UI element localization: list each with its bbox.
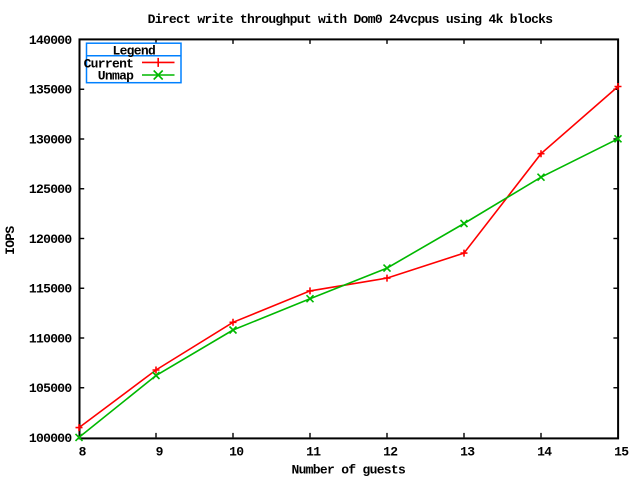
- svg-text:10: 10: [229, 445, 244, 460]
- svg-text:105000: 105000: [29, 381, 73, 396]
- svg-text:125000: 125000: [29, 182, 73, 197]
- svg-text:15: 15: [614, 445, 629, 460]
- svg-text:9: 9: [156, 445, 164, 460]
- svg-text:100000: 100000: [29, 431, 73, 446]
- svg-text:12: 12: [383, 445, 398, 460]
- svg-text:Number of guests: Number of guests: [291, 463, 406, 478]
- svg-text:135000: 135000: [29, 83, 73, 98]
- svg-text:130000: 130000: [29, 132, 73, 147]
- svg-text:14: 14: [537, 445, 552, 460]
- svg-text:140000: 140000: [29, 33, 73, 48]
- svg-text:11: 11: [306, 445, 321, 460]
- svg-text:Unmap: Unmap: [98, 68, 134, 83]
- svg-text:Current: Current: [84, 56, 134, 71]
- svg-text:13: 13: [460, 445, 475, 460]
- svg-text:115000: 115000: [29, 282, 73, 297]
- svg-text:8: 8: [79, 445, 87, 460]
- svg-text:110000: 110000: [29, 331, 73, 346]
- svg-text:Legend: Legend: [112, 44, 155, 59]
- svg-text:120000: 120000: [29, 232, 73, 247]
- svg-text:Direct write throughput with D: Direct write throughput with Dom0 24vcpu…: [148, 12, 554, 27]
- svg-text:IOPS: IOPS: [3, 226, 18, 255]
